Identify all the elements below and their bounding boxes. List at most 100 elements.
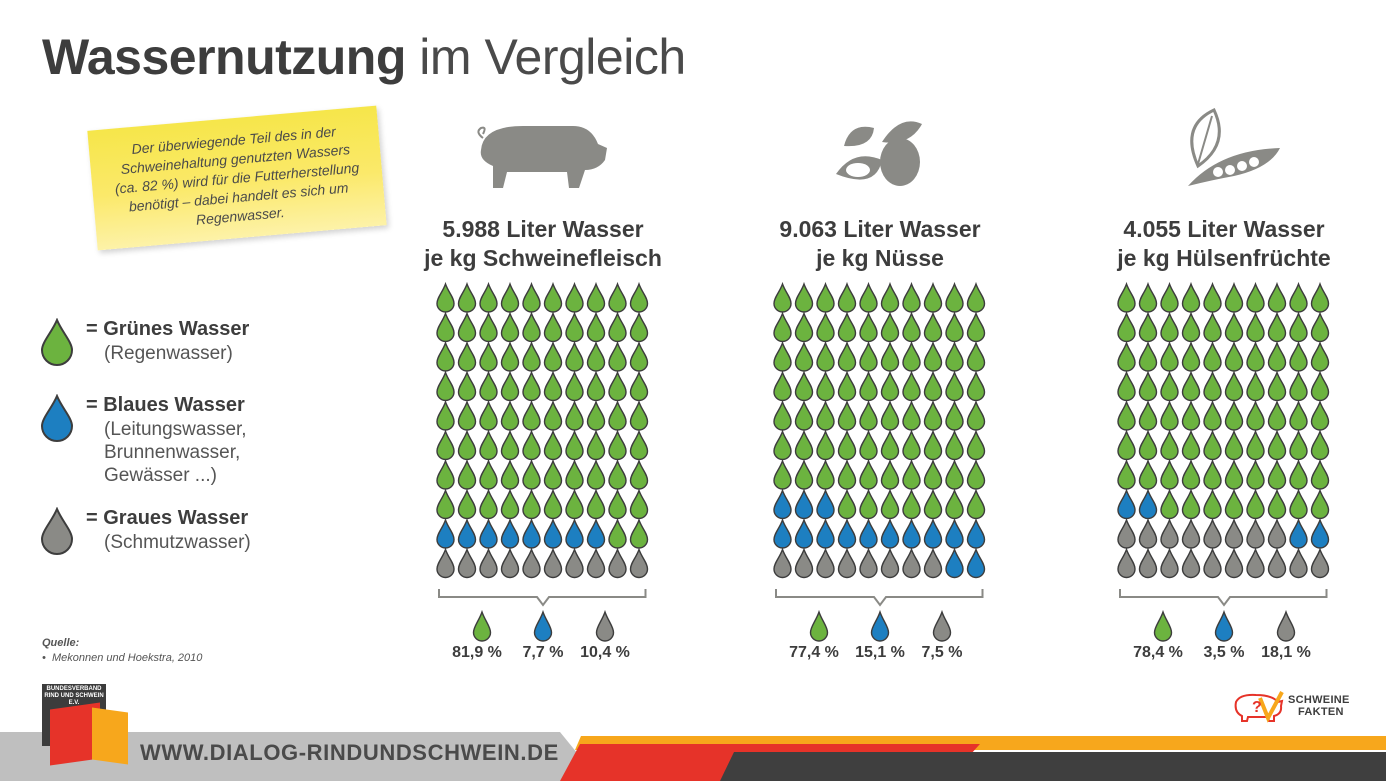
- green-drop: [880, 370, 900, 402]
- legend-desc: (Leitungswasser, Brunnenwasser, Gewässer…: [104, 419, 247, 486]
- green-drop: [457, 399, 477, 431]
- green-drop: [479, 488, 498, 520]
- green-drop: [773, 458, 792, 490]
- green-drop: [1203, 399, 1222, 431]
- green-drop: [837, 488, 857, 520]
- grey-summary-drop: [595, 609, 615, 642]
- green-drop: [945, 370, 964, 402]
- green-drop: [522, 458, 541, 490]
- green-drop: [1160, 488, 1179, 520]
- green-drop: [629, 488, 649, 520]
- blue-drop: [522, 517, 541, 549]
- source-note: Quelle: • Mekonnen und Hoekstra, 2010: [42, 636, 202, 666]
- green-drop: [1203, 311, 1222, 343]
- green-drop: [945, 488, 964, 520]
- green-drop: [945, 429, 964, 461]
- green-drop: [880, 488, 900, 520]
- legend-name: = Blaues Wasser: [86, 394, 245, 416]
- green-drop: [945, 281, 964, 313]
- grey-drop: [1160, 517, 1179, 549]
- green-drop: [1267, 399, 1287, 431]
- green-drop: [565, 488, 584, 520]
- grey-drop: [1224, 517, 1244, 549]
- green-drop: [436, 311, 455, 343]
- green-drop: [522, 399, 541, 431]
- chart-panel-2: 9.063 Liter Wasser je kg Nüsse 77,4 % 15,1 …: [773, 121, 986, 661]
- blue-drop: [565, 517, 584, 549]
- green-drop: [565, 458, 584, 490]
- green-drop: [522, 370, 541, 402]
- green-drop: [923, 429, 943, 461]
- green-drop: [1310, 340, 1330, 372]
- website-link[interactable]: WWW.DIALOG-RINDUNDSCHWEIN.DE: [140, 740, 559, 765]
- chart-title-line2: je kg Nüsse: [815, 245, 944, 271]
- blue-drop: [859, 517, 878, 549]
- green-drop: [436, 429, 455, 461]
- green-drop: [837, 429, 857, 461]
- green-drop: [816, 458, 835, 490]
- page-title: Wassernutzung im Vergleich: [42, 28, 686, 86]
- grey-drop: [1181, 517, 1201, 549]
- grey-drop: [923, 547, 943, 579]
- green-drop: [945, 399, 964, 431]
- green-drop: [479, 281, 498, 313]
- green-drop: [1138, 281, 1158, 313]
- grey-drop: [1246, 517, 1265, 549]
- green-drop: [543, 370, 563, 402]
- grey-drop: [1310, 547, 1330, 579]
- chart-title-line1: 9.063 Liter Wasser: [779, 216, 980, 242]
- green-drop: [457, 281, 477, 313]
- green-drop: [945, 458, 964, 490]
- green-drop: [1117, 399, 1136, 431]
- green-drop: [923, 370, 943, 402]
- green-drop: [608, 399, 627, 431]
- green-drop: [1181, 281, 1201, 313]
- green-drop: [457, 370, 477, 402]
- green-drop-icon: [40, 318, 74, 366]
- blue-drop: [923, 517, 943, 549]
- blue-drop: [816, 517, 835, 549]
- green-drop: [859, 340, 878, 372]
- green-drop: [1138, 370, 1158, 402]
- blue-drop: [966, 547, 986, 579]
- green-drop: [773, 281, 792, 313]
- green-drop: [945, 311, 964, 343]
- green-drop: [1160, 311, 1179, 343]
- green-drop: [902, 311, 921, 343]
- green-drop: [837, 281, 857, 313]
- green-drop: [479, 311, 498, 343]
- green-drop: [816, 311, 835, 343]
- grey-drop: [1203, 547, 1222, 579]
- green-drop: [1289, 340, 1308, 372]
- green-drop: [629, 311, 649, 343]
- title-light: im Vergleich: [419, 29, 686, 85]
- percent-label: 3,5 %: [1204, 644, 1245, 661]
- green-drop: [436, 458, 455, 490]
- green-drop: [543, 311, 563, 343]
- chart-panel-3: 4.055 Liter Wasser je kg Hülsenfrüchte 78,…: [1116, 108, 1331, 661]
- green-drop: [1160, 458, 1179, 490]
- logo-org-text: BUNDESVERBAND RIND UND SCHWEIN E.V.: [44, 686, 104, 706]
- chart-title-line2: je kg Hülsenfrüchte: [1116, 245, 1330, 271]
- green-drop: [902, 488, 921, 520]
- grey-drop: [1224, 547, 1244, 579]
- green-drop: [543, 458, 563, 490]
- green-drop: [608, 311, 627, 343]
- green-drop: [966, 429, 986, 461]
- green-drop: [1267, 281, 1287, 313]
- green-drop: [923, 281, 943, 313]
- green-drop: [1310, 370, 1330, 402]
- green-drop: [436, 399, 455, 431]
- green-drop: [859, 458, 878, 490]
- green-drop: [794, 281, 814, 313]
- legend-desc: (Regenwasser): [104, 343, 233, 364]
- legend-name: = Grünes Wasser: [86, 318, 250, 340]
- green-drop: [608, 370, 627, 402]
- green-drop: [923, 399, 943, 431]
- grey-drop: [902, 547, 921, 579]
- green-drop: [923, 458, 943, 490]
- green-drop: [923, 340, 943, 372]
- green-drop: [436, 281, 455, 313]
- green-drop: [1181, 429, 1201, 461]
